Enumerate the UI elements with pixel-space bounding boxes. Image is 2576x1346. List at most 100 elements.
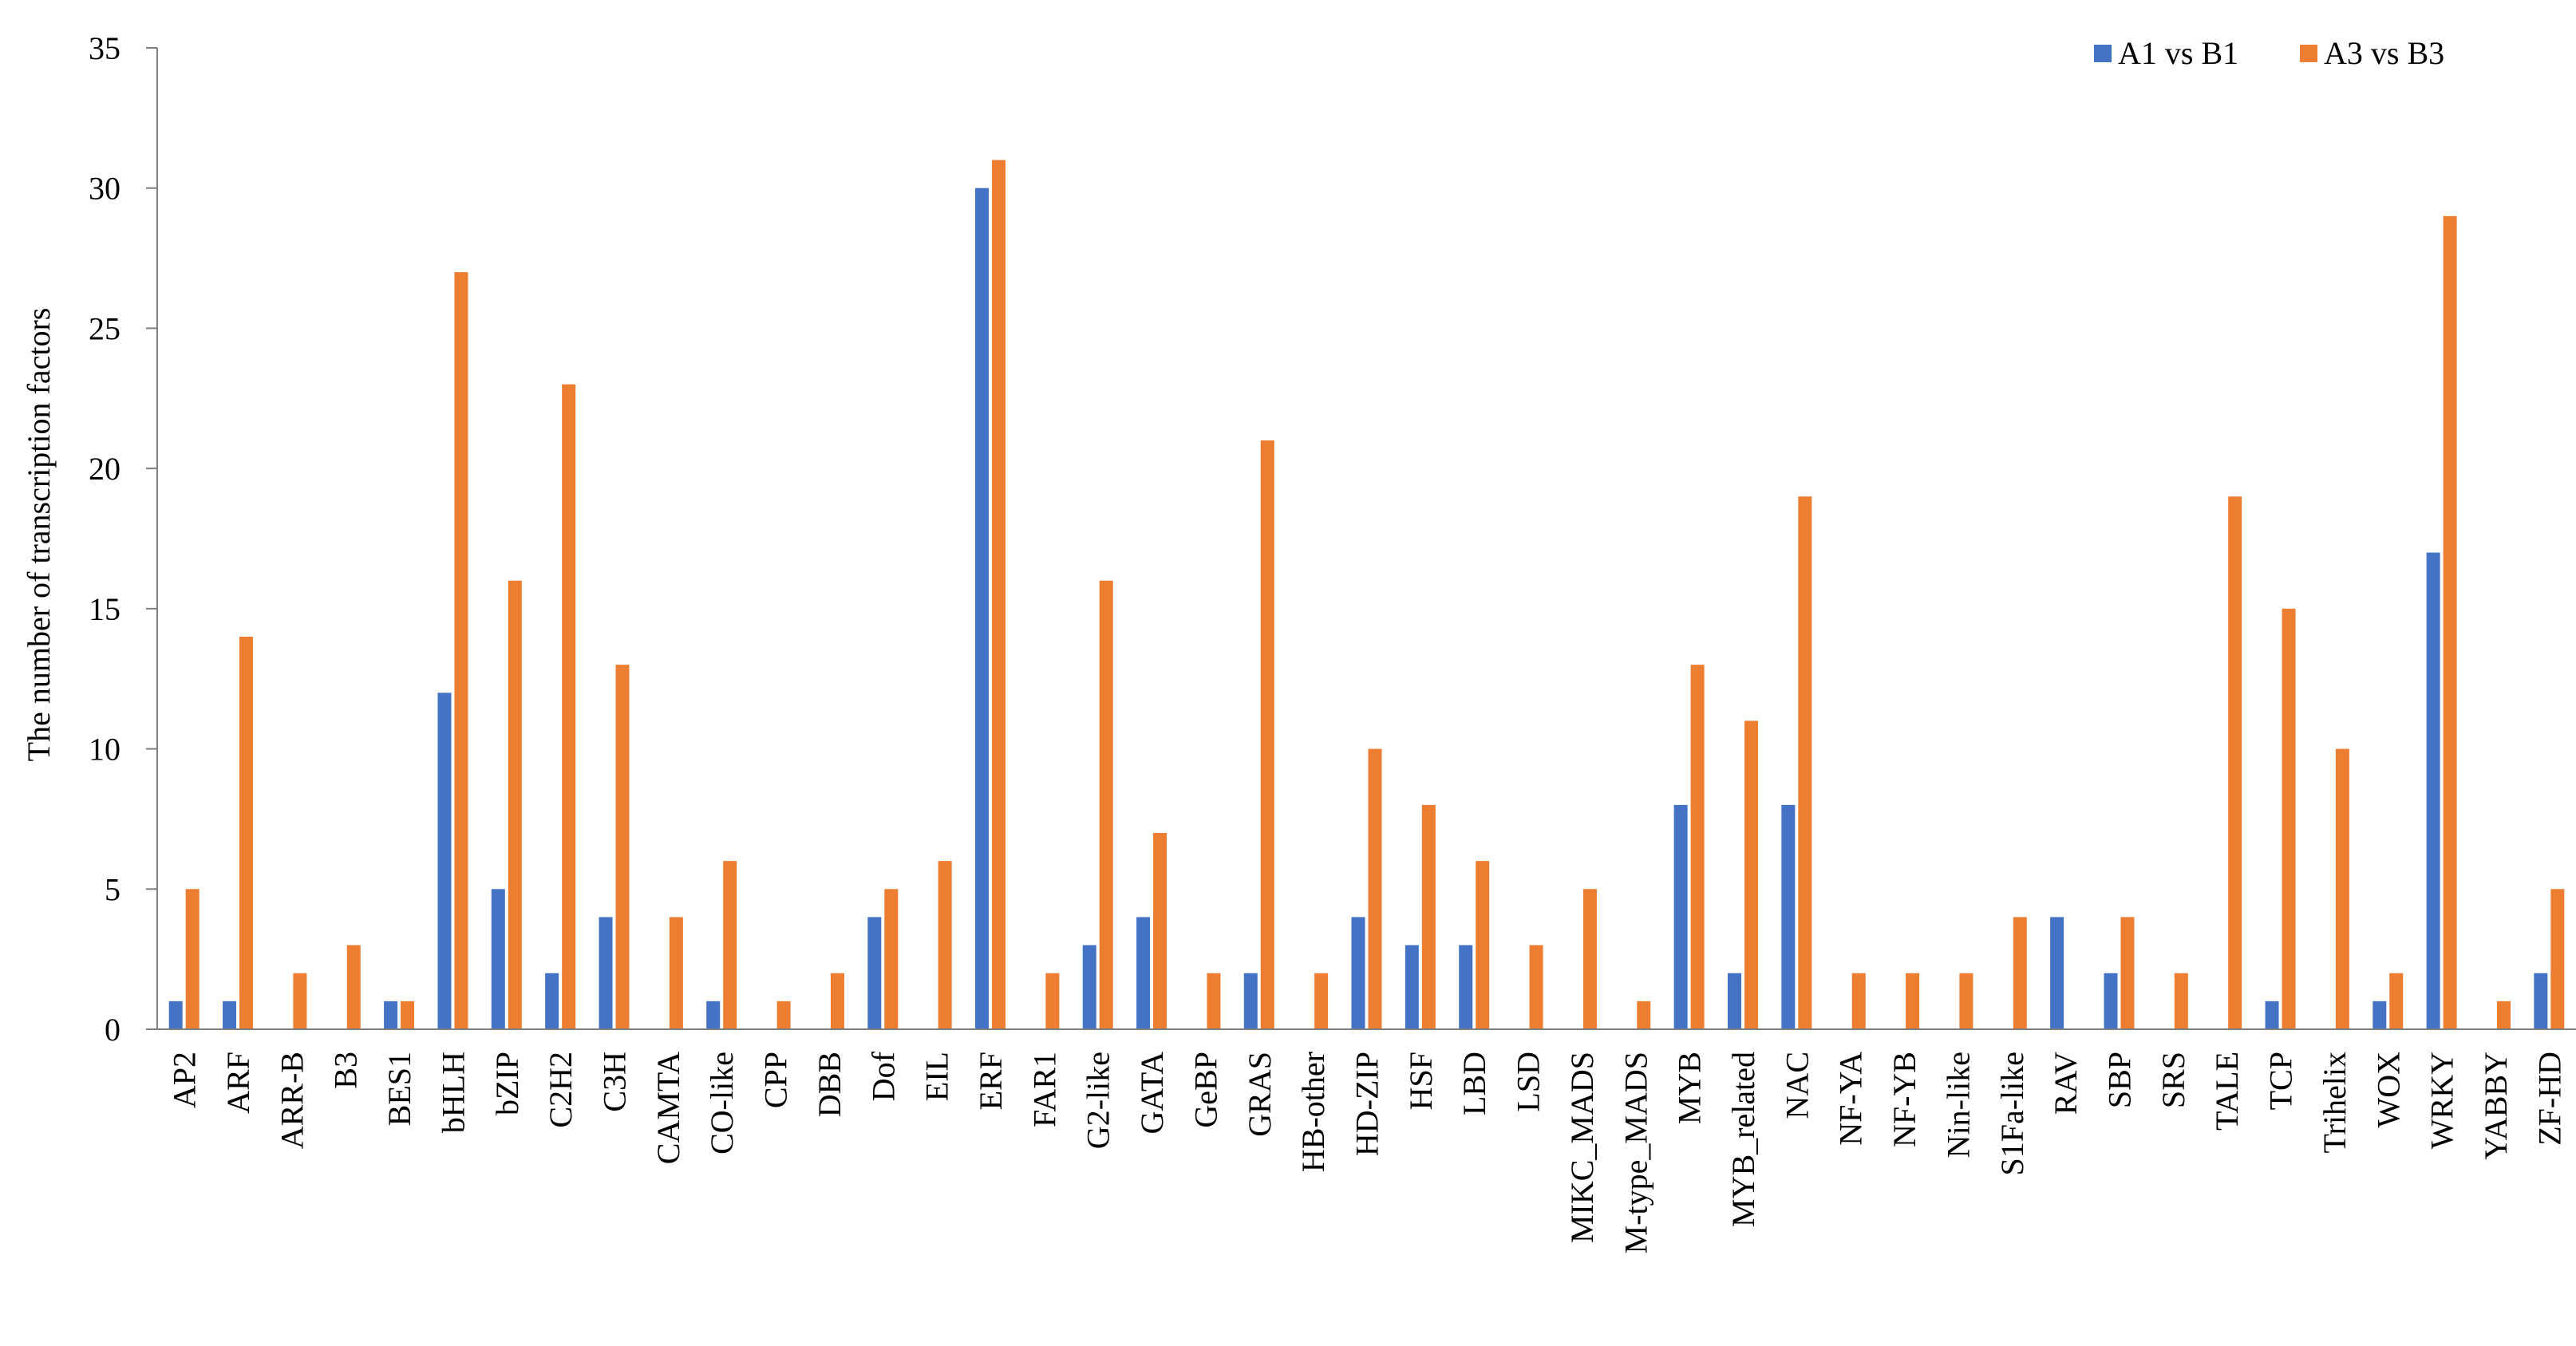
bar-a3-vs-b3-nin-like bbox=[1959, 973, 1973, 1029]
x-tick-label: MYB_related bbox=[1725, 1052, 1761, 1227]
bar-a1-vs-b1-gras bbox=[1243, 973, 1258, 1029]
x-tick-label: YABBY bbox=[2478, 1052, 2514, 1160]
x-tick-label: HB-other bbox=[1295, 1052, 1331, 1172]
bar-a1-vs-b1-hsf bbox=[1405, 945, 1419, 1029]
bar-a1-vs-b1-c3h bbox=[599, 917, 613, 1029]
bar-a3-vs-b3-lsd bbox=[1529, 945, 1543, 1029]
legend-label: A3 vs B3 bbox=[2324, 35, 2444, 71]
x-tick-label: TCP bbox=[2263, 1052, 2299, 1110]
y-tick-label: 25 bbox=[89, 310, 121, 346]
y-tick-label: 35 bbox=[89, 30, 121, 66]
bar-a3-vs-b3-gebp bbox=[1207, 973, 1221, 1029]
x-tick-label: S1Fa-like bbox=[1994, 1052, 2030, 1176]
bar-a1-vs-b1-lbd bbox=[1459, 945, 1473, 1029]
bar-a3-vs-b3-ap2 bbox=[185, 889, 200, 1029]
x-tick-label: RAV bbox=[2048, 1052, 2084, 1115]
bar-a3-vs-b3-c2h2 bbox=[562, 384, 576, 1029]
x-tick-label: bZIP bbox=[489, 1052, 525, 1115]
bar-a3-vs-b3-bzip bbox=[508, 580, 522, 1029]
x-tick-label: SRS bbox=[2155, 1052, 2191, 1108]
bar-a1-vs-b1-hd-zip bbox=[1351, 917, 1365, 1029]
y-tick-label: 20 bbox=[89, 451, 121, 487]
bar-a3-vs-b3-dbb bbox=[830, 973, 844, 1029]
bar-a1-vs-b1-erf bbox=[975, 187, 990, 1030]
x-tick-label: TALE bbox=[2209, 1052, 2245, 1131]
x-tick-label: CAMTA bbox=[650, 1052, 686, 1164]
x-tick-label: ERF bbox=[973, 1052, 1009, 1110]
bar-a1-vs-b1-myb bbox=[1673, 804, 1688, 1029]
bar-a3-vs-b3-erf bbox=[992, 160, 1006, 1030]
bar-a3-vs-b3-hsf bbox=[1421, 804, 1436, 1029]
x-tick-label: WOX bbox=[2370, 1052, 2406, 1128]
bar-a1-vs-b1-nac bbox=[1781, 804, 1796, 1029]
x-tick-label: bHLH bbox=[435, 1052, 471, 1133]
x-tick-label: ARR-B bbox=[274, 1052, 310, 1149]
bar-a1-vs-b1-dof bbox=[867, 917, 882, 1029]
x-tick-label: GeBP bbox=[1187, 1052, 1223, 1128]
legend-swatch bbox=[2300, 45, 2317, 62]
y-tick-label: 0 bbox=[105, 1012, 121, 1048]
bar-a3-vs-b3-trihelix bbox=[2335, 748, 2349, 1029]
bar-a3-vs-b3-tale bbox=[2228, 496, 2242, 1029]
bar-a3-vs-b3-m-type-mads bbox=[1637, 1001, 1651, 1029]
bar-a3-vs-b3-co-like bbox=[723, 861, 737, 1029]
bar-a1-vs-b1-sbp bbox=[2104, 973, 2118, 1029]
x-tick-label: B3 bbox=[328, 1052, 364, 1089]
bar-a1-vs-b1-bzip bbox=[491, 889, 505, 1029]
y-axis: 0 5 10 15 20 25 30 35 bbox=[89, 30, 158, 1048]
bar-a3-vs-b3-mikc-mads bbox=[1582, 889, 1597, 1029]
bar-a1-vs-b1-gata bbox=[1136, 917, 1151, 1029]
x-tick-label: WRKY bbox=[2424, 1052, 2460, 1149]
bar-a1-vs-b1-c2h2 bbox=[545, 973, 559, 1029]
bar-a1-vs-b1-rav bbox=[2050, 917, 2064, 1029]
x-tick-label: NF-YB bbox=[1887, 1052, 1922, 1147]
y-tick-label: 15 bbox=[89, 591, 121, 627]
bar-a3-vs-b3-arr-b bbox=[293, 973, 307, 1029]
x-tick-label: ARF bbox=[220, 1052, 256, 1114]
x-tick-label: GATA bbox=[1134, 1052, 1170, 1135]
x-tick-label: Nin-like bbox=[1940, 1052, 1976, 1158]
x-tick-label: M-type_MADS bbox=[1618, 1052, 1653, 1253]
bar-a1-vs-b1-myb-related bbox=[1727, 973, 1741, 1029]
bar-a3-vs-b3-gras bbox=[1260, 440, 1274, 1029]
x-tick-label: AP2 bbox=[167, 1052, 203, 1108]
x-tick-label: MYB bbox=[1672, 1052, 1708, 1124]
bar-a3-vs-b3-gata bbox=[1153, 833, 1167, 1029]
bar-a3-vs-b3-nf-ya bbox=[1851, 973, 1866, 1029]
bar-a3-vs-b3-hb-other bbox=[1314, 973, 1329, 1029]
bar-a1-vs-b1-zf-hd bbox=[2534, 973, 2548, 1029]
bars-group bbox=[168, 160, 2565, 1030]
bar-a1-vs-b1-co-like bbox=[706, 1001, 721, 1029]
bar-a3-vs-b3-b3 bbox=[346, 945, 361, 1029]
bar-a3-vs-b3-hd-zip bbox=[1368, 748, 1382, 1029]
bar-a3-vs-b3-lbd bbox=[1476, 861, 1490, 1029]
bar-a1-vs-b1-ap2 bbox=[168, 1001, 183, 1029]
bar-a3-vs-b3-nf-yb bbox=[1906, 973, 1920, 1029]
x-tick-label: FAR1 bbox=[1026, 1052, 1062, 1127]
y-tick-label: 5 bbox=[105, 871, 121, 907]
bar-a1-vs-b1-g2-like bbox=[1082, 945, 1096, 1029]
bar-a3-vs-b3-wrky bbox=[2443, 215, 2457, 1029]
x-tick-label: BES1 bbox=[381, 1052, 417, 1126]
x-tick-label: G2-like bbox=[1081, 1052, 1116, 1149]
y-tick-label: 10 bbox=[89, 732, 121, 768]
x-tick-label: SBP bbox=[2101, 1052, 2137, 1108]
y-tick-label: 30 bbox=[89, 171, 121, 207]
x-axis: AP2 ARF ARR-B B3 BES1 bHLH bZIP C2H2 C3H CAMTA CO-… bbox=[157, 1028, 2576, 1253]
bar-a1-vs-b1-arf bbox=[223, 1001, 237, 1029]
bar-a3-vs-b3-camta bbox=[669, 917, 683, 1029]
legend-swatch bbox=[2094, 45, 2112, 62]
bar-a1-vs-b1-wox bbox=[2373, 1001, 2387, 1029]
x-tick-label: GRAS bbox=[1242, 1052, 1278, 1137]
bar-a3-vs-b3-srs bbox=[2174, 973, 2188, 1029]
bar-a3-vs-b3-zf-hd bbox=[2550, 889, 2565, 1029]
x-tick-label: Dof bbox=[865, 1051, 901, 1101]
x-tick-label: DBB bbox=[812, 1052, 847, 1117]
bar-a1-vs-b1-tcp bbox=[2265, 1001, 2279, 1029]
x-tick-label: LBD bbox=[1456, 1052, 1492, 1115]
bar-a3-vs-b3-eil bbox=[938, 861, 952, 1029]
x-tick-label: NAC bbox=[1779, 1052, 1815, 1119]
x-tick-label: EIL bbox=[919, 1052, 955, 1101]
bar-a1-vs-b1-bes1 bbox=[384, 1001, 398, 1029]
